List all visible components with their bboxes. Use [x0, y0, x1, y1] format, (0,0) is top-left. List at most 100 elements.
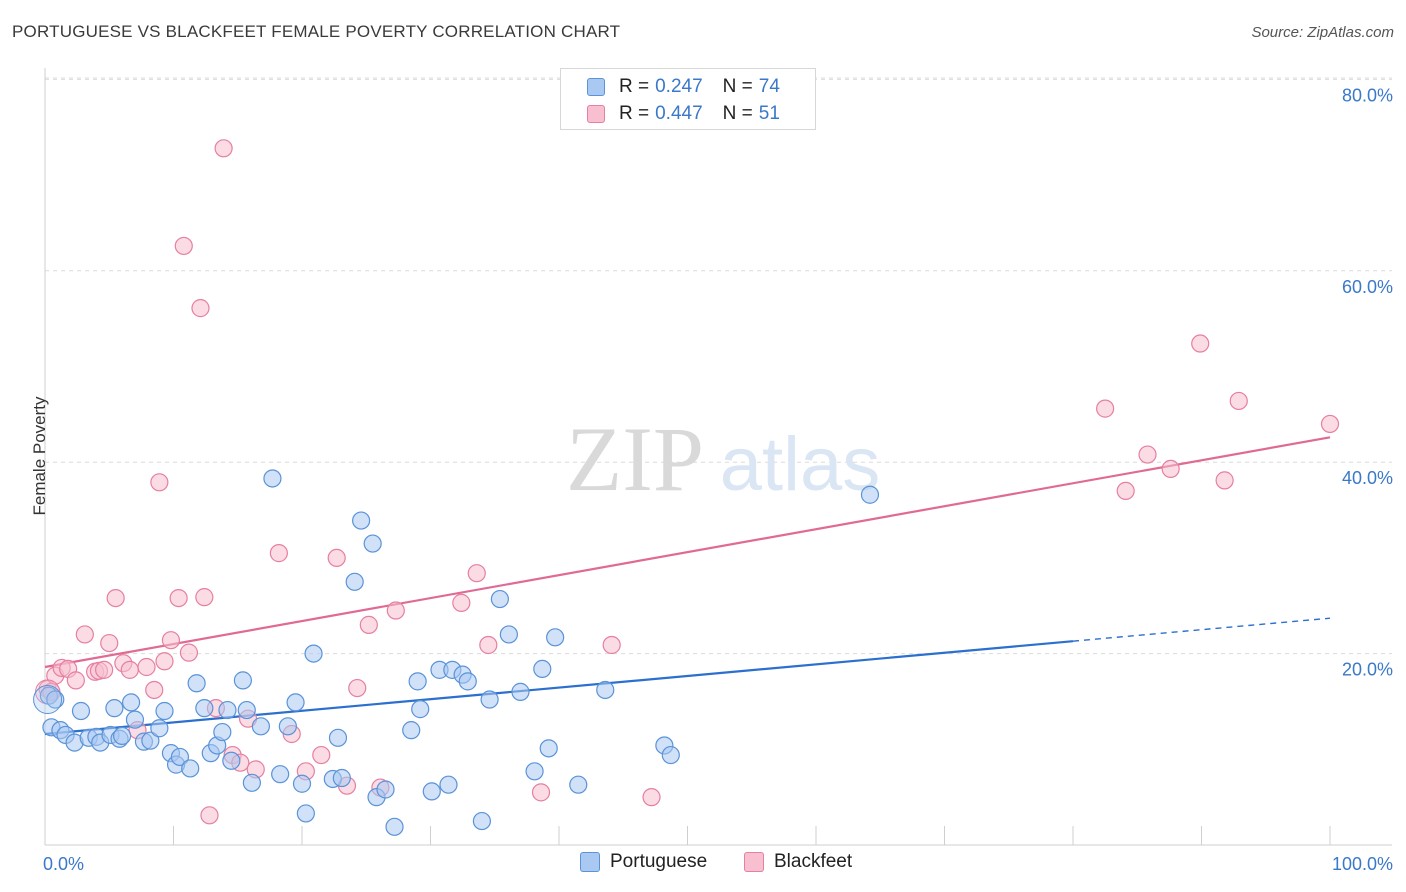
- watermark-zip: ZIP: [566, 408, 704, 510]
- portuguese-point: [263, 469, 282, 488]
- blackfeet-point: [150, 473, 169, 492]
- portuguese-point: [385, 817, 404, 836]
- blackfeet-point: [120, 660, 139, 679]
- blackfeet-point: [1215, 471, 1234, 490]
- portuguese-point: [352, 511, 371, 530]
- portuguese-points: [33, 469, 880, 836]
- legend-row-portuguese: R = 0.247 N = 74: [587, 74, 780, 100]
- blackfeet-point: [155, 652, 174, 671]
- portuguese-point: [596, 680, 615, 700]
- portuguese-point: [525, 762, 544, 781]
- portuguese-swatch: [580, 852, 600, 872]
- portuguese-point: [546, 628, 565, 647]
- y-tick-label: 60.0%: [1342, 277, 1393, 297]
- r-value: 0.247: [655, 76, 703, 97]
- portuguese-point: [141, 731, 160, 750]
- blackfeet-point: [191, 299, 210, 318]
- n-value: 51: [758, 103, 780, 124]
- blackfeet-point: [467, 564, 486, 583]
- blackfeet-point: [100, 633, 119, 653]
- chart-title: PORTUGUESE VS BLACKFEET FEMALE POVERTY C…: [12, 22, 621, 41]
- portuguese-point: [458, 672, 477, 691]
- blackfeet-swatch: [587, 105, 605, 123]
- legend-row-blackfeet: R = 0.447 N = 51: [587, 101, 780, 127]
- portuguese-point: [46, 690, 65, 709]
- portuguese-point: [376, 780, 395, 799]
- portuguese-point: [195, 699, 214, 718]
- blackfeet-point: [1161, 459, 1180, 478]
- blackfeet-point: [137, 657, 156, 677]
- x-tick-label: 0.0%: [43, 854, 84, 874]
- portuguese-point: [292, 774, 312, 793]
- portuguese-point: [271, 765, 290, 784]
- blackfeet-swatch: [744, 852, 764, 872]
- portuguese-point: [332, 768, 351, 788]
- blackfeet-point: [145, 680, 164, 700]
- portuguese-point: [402, 721, 421, 740]
- portuguese-point: [278, 717, 297, 736]
- blackfeet-point: [95, 660, 114, 679]
- r-value: 0.447: [655, 103, 703, 124]
- portuguese-swatch: [587, 78, 605, 96]
- portuguese-point: [472, 811, 491, 831]
- portuguese-point: [499, 625, 518, 644]
- portuguese-point: [233, 671, 252, 690]
- portuguese-point: [150, 719, 169, 738]
- portuguese-point: [112, 726, 132, 746]
- y-axis-label: Female Poverty: [29, 396, 49, 516]
- portuguese-point: [105, 699, 124, 718]
- portuguese-point: [296, 804, 315, 823]
- blackfeet-point: [269, 544, 288, 563]
- portuguese-trend-line: [44, 640, 1074, 736]
- portuguese-point: [251, 717, 270, 736]
- blackfeet-point: [479, 635, 498, 655]
- blackfeet-point: [161, 631, 181, 650]
- portuguese-point: [181, 759, 200, 778]
- portuguese-point: [422, 782, 441, 801]
- y-tick-label: 20.0%: [1342, 660, 1393, 680]
- blackfeet-point: [602, 635, 621, 655]
- blackfeet-point: [174, 236, 193, 256]
- blackfeet-trend-line: [44, 436, 1331, 669]
- portuguese-point: [213, 722, 232, 742]
- portuguese-point: [222, 751, 241, 770]
- portuguese-point: [33, 685, 63, 715]
- trend-lines: [44, 436, 1331, 736]
- correlation-legend: R = 0.247 N = 74 R = 0.447 N = 51: [560, 68, 816, 130]
- n-value: 74: [758, 76, 780, 97]
- axes: [44, 68, 1392, 846]
- blackfeet-point: [452, 593, 471, 612]
- blackfeet-point: [1320, 414, 1340, 434]
- tick-labels: 20.0% 40.0% 60.0% 80.0% 0.0% 100.0%: [43, 85, 1393, 874]
- portuguese-point: [511, 682, 530, 701]
- blackfeet-point: [214, 139, 233, 158]
- portuguese-point: [125, 710, 145, 729]
- portuguese-point: [860, 485, 880, 504]
- portuguese-point: [71, 701, 91, 721]
- portuguese-point: [286, 693, 305, 712]
- blackfeet-point: [531, 783, 551, 802]
- blackfeet-point: [348, 678, 367, 698]
- r-label: R =: [619, 103, 650, 124]
- blackfeet-point: [386, 601, 405, 620]
- portuguese-point: [242, 773, 261, 792]
- blackfeet-point: [106, 588, 125, 608]
- blackfeet-point: [200, 806, 219, 825]
- portuguese-point: [439, 775, 458, 794]
- blackfeet-point: [75, 625, 94, 644]
- portuguese-point: [411, 700, 430, 719]
- blackfeet-point: [1116, 481, 1135, 501]
- portuguese-point: [155, 701, 174, 721]
- n-label: N =: [722, 103, 753, 124]
- portuguese-point: [218, 700, 237, 720]
- blackfeet-point: [359, 615, 378, 634]
- portuguese-point: [490, 589, 509, 609]
- portuguese-point: [408, 672, 427, 691]
- portuguese-point: [569, 775, 588, 794]
- blackfeet-point: [1229, 391, 1248, 411]
- portuguese-point: [187, 674, 206, 693]
- y-tick-label: 80.0%: [1342, 85, 1393, 105]
- blackfeet-point: [1191, 334, 1210, 353]
- series-legend: Portuguese Blackfeet: [0, 851, 1406, 879]
